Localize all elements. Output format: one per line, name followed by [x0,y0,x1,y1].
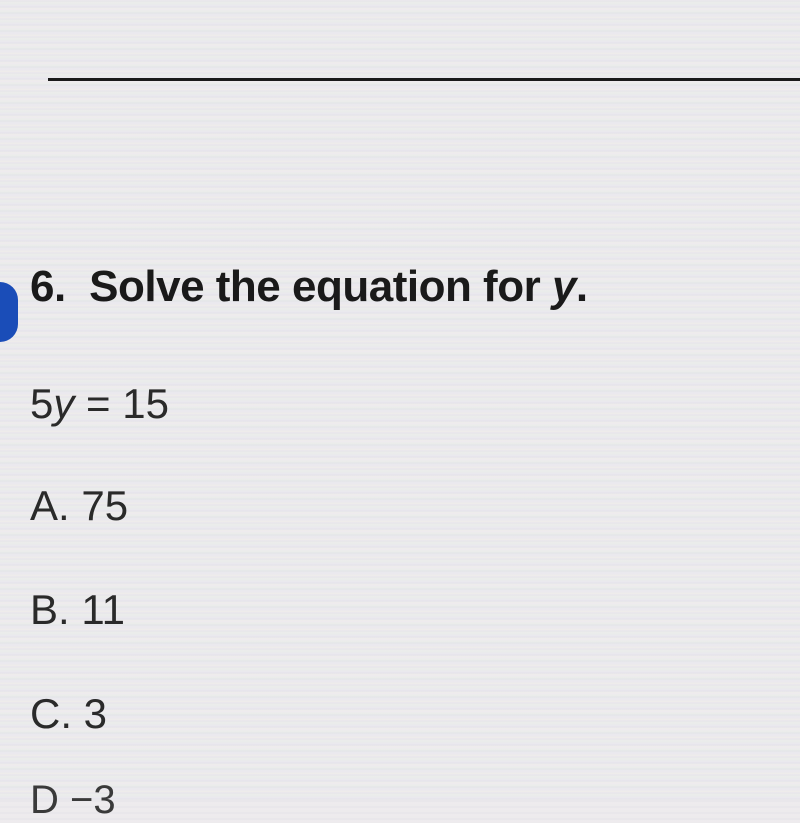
equation-eq: = [74,380,122,427]
answer-choice-a[interactable]: A. 75 [30,482,128,530]
answer-choice-d[interactable]: D −3 [30,778,116,823]
choice-d-value: −3 [70,778,116,822]
answer-choice-c[interactable]: C. 3 [30,690,107,738]
equation-var: y [53,380,74,427]
equation-text: 5y = 15 [30,380,169,428]
question-prompt: 6. Solve the equation for y. [30,262,588,312]
question-variable: y [552,262,576,311]
choice-a-value: 75 [81,482,128,529]
choice-b-value: 11 [81,586,125,633]
answer-choice-b[interactable]: B. 11 [30,586,125,634]
equation-coeff: 5 [30,380,53,427]
question-marker-dot [0,282,18,342]
question-prompt-suffix: . [576,262,588,311]
equation-rhs: 15 [122,380,169,427]
choice-c-label: C. [30,690,72,737]
choice-a-label: A. [30,482,70,529]
question-number: 6. [30,262,66,311]
choice-b-label: B. [30,586,70,633]
choice-c-value: 3 [84,690,107,737]
question-prompt-prefix: Solve the equation for [89,262,552,311]
horizontal-divider [48,78,800,81]
choice-d-label: D [30,778,59,822]
